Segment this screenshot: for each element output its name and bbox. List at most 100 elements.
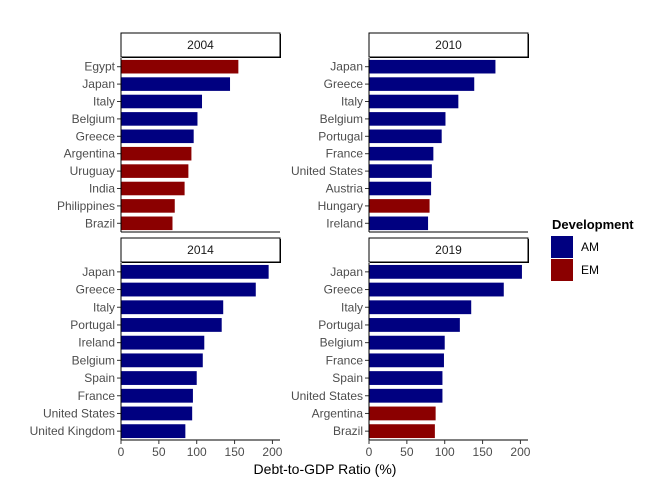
y-tick-label: Greece [324,77,364,91]
chart-panels: 2004 Egypt Japan Italy Belgium Greece Argentin… [30,32,531,459]
y-tick-label: Brazil [333,424,363,438]
panel-strip [368,32,529,58]
panel-title: 2004 [187,38,214,52]
panel-title: 2010 [435,38,462,52]
legend-title: Development [552,217,634,232]
bar [121,300,224,315]
bar [369,164,432,178]
bar [121,77,231,91]
bar [369,199,430,213]
y-tick-label: Italy [341,300,363,314]
bar [369,59,496,74]
panel-2004: 2004 Egypt Japan Italy Belgium Greece Argentin… [57,32,281,233]
x-tick-label: 0 [366,445,373,459]
x-tick-label: 150 [473,445,493,459]
x-tick-label: 200 [510,445,530,459]
y-tick-label: Belgium [72,112,115,126]
bar [369,94,459,109]
y-tick-label: Argentina [312,406,364,420]
x-tick-label: 50 [152,445,166,459]
y-tick-label: Philippines [57,199,115,213]
panel-2014: 2014 Japan Greece Italy Portugal Ireland Belgi… [30,237,283,459]
bar [121,59,239,74]
y-tick-label: Greece [324,283,364,297]
bar [121,164,189,178]
bar [121,353,203,368]
y-tick-label: United Kingdom [30,424,115,438]
y-tick-label: United States [291,164,363,178]
y-tick-label: Belgium [320,112,363,126]
bar [369,264,522,279]
bar [369,282,504,297]
bar [121,199,175,213]
bar [121,264,269,279]
bar [121,424,186,439]
bar [121,335,205,350]
x-axis-title: Debt-to-GDP Ratio (%) [254,461,397,477]
y-tick-label: Japan [330,265,363,279]
bar [369,318,460,332]
bar [121,406,193,421]
legend-swatch-am [551,236,573,258]
legend-label-am: AM [581,240,599,254]
panel-title: 2019 [435,243,462,257]
panel-title: 2014 [187,243,214,257]
bar [121,216,173,231]
bar [369,300,472,315]
y-tick-label: Italy [93,300,115,314]
bar [369,371,443,385]
bar [369,129,442,144]
x-tick-label: 150 [225,445,245,459]
x-tick-label: 100 [435,445,455,459]
y-tick-label: Italy [93,95,115,109]
bar [121,282,256,297]
bar [121,94,203,109]
y-tick-label: Japan [330,60,363,74]
bar [121,146,192,161]
legend-swatch-em [551,259,573,281]
bar [369,335,445,350]
panel-strip [368,237,529,263]
panel-2019: 2019 Japan Greece Italy Portugal Belgium Franc… [291,237,531,459]
y-tick-label: Spain [332,371,363,385]
y-tick-label: Portugal [70,318,115,332]
bar [369,112,446,126]
panel-2010: 2010 Japan Greece Italy Belgium Portugal Franc… [291,32,529,233]
bar [121,181,185,196]
y-tick-label: United States [291,389,363,403]
y-tick-label: Austria [326,182,364,196]
y-tick-label: Greece [76,129,116,143]
y-tick-label: France [326,147,364,161]
y-tick-label: Belgium [72,353,115,367]
bar [369,181,432,196]
legend-label-em: EM [581,263,599,277]
y-tick-label: Spain [84,371,115,385]
panel-strip [120,237,281,263]
x-tick-label: 100 [187,445,207,459]
x-tick-label: 200 [262,445,282,459]
bar [121,318,222,332]
y-tick-label: United States [43,406,115,420]
bar [369,216,429,231]
y-tick-label: France [326,353,364,367]
x-tick-label: 0 [118,445,125,459]
y-tick-label: Ireland [78,336,115,350]
y-tick-label: Belgium [320,336,363,350]
y-tick-label: Japan [82,77,115,91]
bar [121,112,198,126]
y-tick-label: Italy [341,95,363,109]
legend: Development AM EM [551,217,634,281]
y-tick-label: Hungary [318,199,363,213]
bar [121,388,193,403]
bar [369,146,434,161]
y-tick-label: Brazil [85,216,115,230]
y-tick-label: Ireland [326,216,363,230]
bar [369,353,444,368]
y-tick-label: Japan [82,265,115,279]
y-tick-label: Uruguay [70,164,115,178]
panel-strip [120,32,281,58]
y-tick-label: Greece [76,283,116,297]
y-tick-label: Argentina [64,147,116,161]
bar [121,371,197,385]
